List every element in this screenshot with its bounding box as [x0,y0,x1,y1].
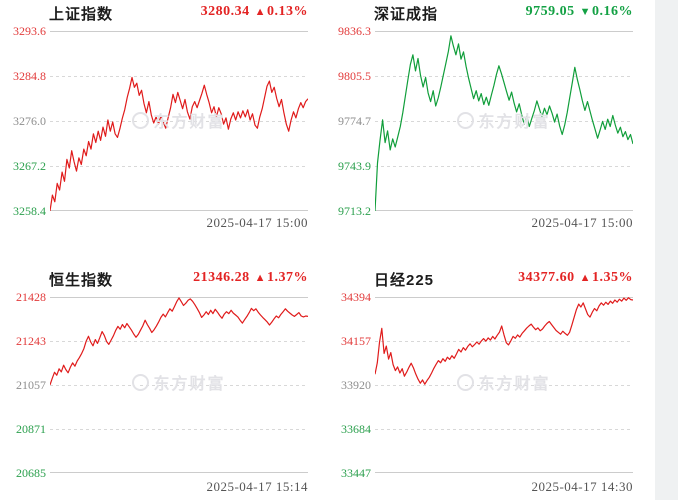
y-tick: 33920 [341,378,371,392]
price-value: 34377.60 [518,270,575,285]
chart-title: 日经225 [374,272,435,289]
watermark-text: 东方财富 [478,114,551,131]
y-tick: 21057 [16,378,46,392]
watermark: 东方财富 [404,370,604,394]
price-line-chart [375,31,633,211]
watermark-text: 东方财富 [153,114,226,131]
y-tick: 3284.8 [13,69,46,83]
y-tick: 3267.2 [13,159,46,173]
price-value: 21346.28 [193,270,250,285]
chart-timestamp: 2025-04-17 15:00 [206,215,308,230]
index-card-nikkei225[interactable]: 日经225 34377.60 ▲1.35% 34394 34157 33920 3… [325,266,655,500]
y-tick: 20871 [16,422,46,436]
change-percent: 0.13% [267,4,308,19]
y-tick: 34394 [341,290,371,304]
index-card-hsi[interactable]: 恒生指数 21346.28 ▲1.37% 21428 21243 21057 20… [0,266,330,500]
change-up-arrow-icon: ▲ [579,272,591,284]
watermark: 东方财富 [404,108,604,132]
change-down-arrow-icon: ▼ [579,6,591,18]
chart-timestamp: 2025-04-17 14:30 [531,479,633,494]
y-tick: 9774.7 [338,114,371,128]
chart-title: 恒生指数 [49,272,114,289]
eastmoney-logo-icon [132,112,150,129]
y-tick: 20685 [16,466,46,480]
chart-title: 深证成指 [374,6,439,23]
chart-timestamp: 2025-04-17 15:14 [206,479,308,494]
watermark-text: 东方财富 [478,376,551,393]
y-tick: 9836.3 [338,24,371,38]
y-tick: 9713.2 [338,204,371,218]
y-tick: 21428 [16,290,46,304]
y-tick: 9805.5 [338,69,371,83]
change-percent: 0.16% [592,4,633,19]
change-percent: 1.37% [267,270,308,285]
price-change: 21346.28 ▲1.37% [118,270,308,286]
price-value: 3280.34 [200,4,250,19]
y-tick: 34157 [341,334,371,348]
price-line-chart [50,297,308,473]
price-line-chart [50,31,308,211]
eastmoney-logo-icon [457,112,475,129]
price-line-chart [375,297,633,473]
y-tick: 3276.0 [13,114,46,128]
y-tick: 21243 [16,334,46,348]
y-tick: 33447 [341,466,371,480]
price-change: 9759.05 ▼0.16% [443,4,633,20]
y-tick: 3258.4 [13,204,46,218]
index-card-szse[interactable]: 深证成指 9759.05 ▼0.16% 9836.3 9805.5 9774.7 … [325,0,655,250]
change-up-arrow-icon: ▲ [254,272,266,284]
y-tick: 9743.9 [338,159,371,173]
price-value: 9759.05 [525,4,575,19]
y-tick: 3293.6 [13,24,46,38]
change-up-arrow-icon: ▲ [254,6,266,18]
y-tick: 33684 [341,422,371,436]
eastmoney-logo-icon [132,374,150,391]
watermark: 东方财富 [79,370,279,394]
page-background-strip [655,0,678,500]
chart-title: 上证指数 [49,6,114,23]
chart-timestamp: 2025-04-17 15:00 [531,215,633,230]
price-change: 34377.60 ▲1.35% [443,270,633,286]
watermark-text: 东方财富 [153,376,226,393]
price-change: 3280.34 ▲0.13% [118,4,308,20]
eastmoney-logo-icon [457,374,475,391]
index-card-sse[interactable]: 上证指数 3280.34 ▲0.13% 3293.6 3284.8 3276.0 … [0,0,330,250]
change-percent: 1.35% [592,270,633,285]
watermark: 东方财富 [79,108,279,132]
